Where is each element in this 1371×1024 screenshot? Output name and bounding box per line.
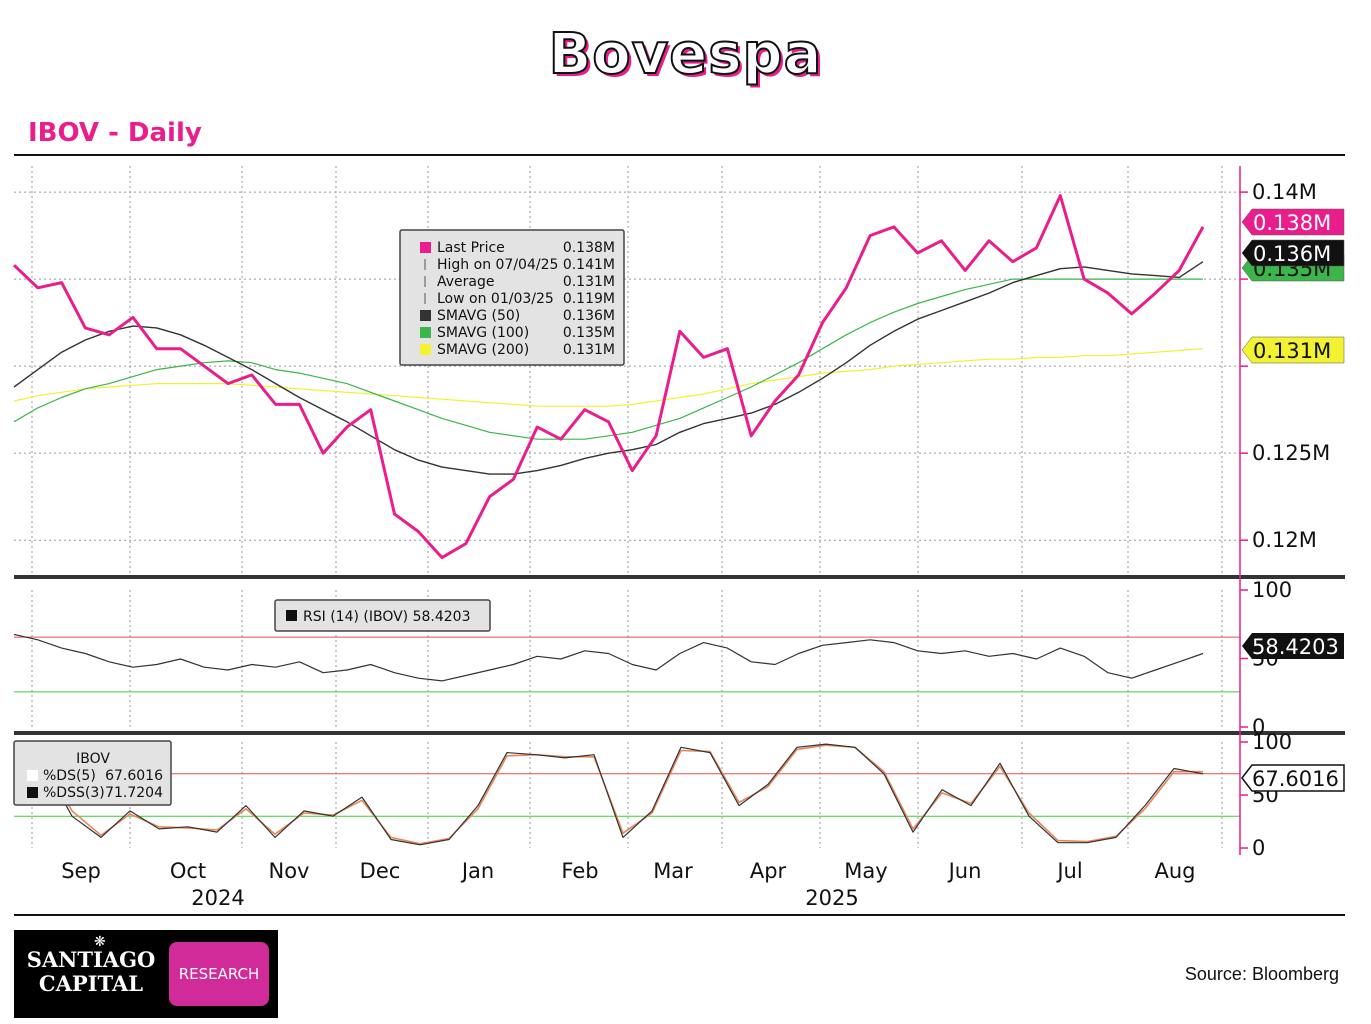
santiago-capital-logo: ❋ SANTIAGO CAPITAL RESEARCH <box>14 930 278 1018</box>
legend-value: 67.6016 <box>105 768 163 784</box>
tag-label: 0.138M <box>1253 211 1331 235</box>
x-tick-label: Apr <box>750 859 787 883</box>
tag-label: 0.131M <box>1253 339 1331 363</box>
stochastic-legend: IBOV%DS(5) 67.6016%DSS(3) 71.7204 <box>13 740 172 806</box>
legend-label: Average <box>437 274 495 290</box>
stochastic-y-tick-label: 0 <box>1252 836 1265 860</box>
tag-sma200: 0.131M <box>1241 336 1345 364</box>
rsi-legend: RSI (14) (IBOV) 58.4203 <box>274 599 491 632</box>
sma50-line <box>13 261 1204 475</box>
tag-shape <box>1241 239 1345 267</box>
stochastic-legend-title: IBOV <box>76 751 110 767</box>
y-tick-label: 0.12M <box>1252 528 1317 552</box>
y-tick-label: 0.125M <box>1252 441 1330 465</box>
tag-shape <box>1241 764 1345 792</box>
legend-value: 0.131M <box>563 342 615 358</box>
rsi-line <box>13 633 1204 682</box>
legend-swatch <box>286 610 297 621</box>
year-label: 2024 <box>191 886 244 910</box>
tag-sma50: 0.136M <box>1241 239 1345 267</box>
legend-swatch <box>27 770 38 781</box>
tag-label: 67.6016 <box>1252 767 1339 791</box>
y-tick-label: 0.14M <box>1252 180 1317 204</box>
tag-shape <box>1242 633 1344 659</box>
legend-label: Low on 01/03/25 <box>437 291 554 307</box>
ds-line <box>13 743 1204 846</box>
panel-separators <box>14 154 1345 916</box>
last-price-line <box>12 194 1205 560</box>
legend-label: SMAVG (50) <box>437 308 520 324</box>
tag-shape <box>1241 336 1345 364</box>
tag-rsi: 58.4203 <box>1242 633 1344 659</box>
x-tick-label: Mar <box>653 859 693 883</box>
legend-value: 0.141M <box>563 257 615 273</box>
legend-swatch <box>420 344 431 355</box>
x-tick-label: Jan <box>460 859 494 883</box>
legend-value: 0.135M <box>563 325 615 341</box>
rsi-legend-label: RSI (14) (IBOV) 58.4203 <box>303 609 471 625</box>
x-tick-label: Aug <box>1154 859 1195 883</box>
year-label: 2025 <box>805 886 858 910</box>
legend-label: SMAVG (100) <box>437 325 529 341</box>
rsi-y-tick-label: 100 <box>1252 578 1292 602</box>
chart-subtitle: IBOV - Daily <box>28 118 202 148</box>
x-tick-label: Dec <box>360 859 401 883</box>
legend-value: 0.131M <box>563 274 615 290</box>
legend-value: 0.138M <box>563 240 615 256</box>
legend-value: 71.7204 <box>105 785 163 801</box>
legend-value: 0.136M <box>563 308 615 324</box>
logo-wordmark: SANTIAGO CAPITAL <box>20 948 162 996</box>
series-layer <box>12 194 1205 846</box>
legend-swatch <box>420 310 431 321</box>
grid-lines <box>14 166 1240 848</box>
x-tick-label: May <box>844 859 887 883</box>
legend-swatch <box>420 242 431 253</box>
legend-swatch <box>27 787 38 798</box>
legend-label: %DSS(3) <box>43 785 105 801</box>
price-legend: Last Price 0.138M High on 07/04/25 0.141M Av… <box>399 229 625 366</box>
rsi-y-tick-label: 0 <box>1252 715 1265 739</box>
tag-last-price: 0.138M <box>1241 208 1345 236</box>
rsi-legend-box <box>274 599 491 632</box>
legends: Last Price 0.138M High on 07/04/25 0.141M Av… <box>13 229 625 806</box>
x-tick-label: Feb <box>561 859 598 883</box>
stochastic-legend-box <box>13 740 172 806</box>
tag-label: 58.4203 <box>1252 635 1339 659</box>
legend-swatch <box>420 327 431 338</box>
tag-stochastic: 67.6016 <box>1241 764 1345 792</box>
stochastic-y-tick-label: 100 <box>1252 730 1292 754</box>
axes: Sep Oct Nov Dec Jan Feb Mar Apr May Jun Jul Aug 2024… <box>61 166 1330 910</box>
x-tick-label: Jul <box>1055 859 1082 883</box>
logo-line-1: SANTIAGO <box>26 947 156 972</box>
legend-label: High on 07/04/25 <box>437 257 558 273</box>
x-tick-label: Jun <box>947 859 982 883</box>
legend-label: %DS(5) <box>43 768 96 784</box>
logo-line-2: CAPITAL <box>38 971 144 996</box>
sma100-line <box>13 278 1203 440</box>
source-note: Source: Bloomberg <box>1184 964 1339 984</box>
legend-value: 0.119M <box>563 291 615 307</box>
legend-label: Last Price <box>437 240 505 256</box>
tag-shape <box>1241 208 1345 236</box>
x-tick-label: Nov <box>269 859 310 883</box>
x-tick-label: Sep <box>61 859 101 883</box>
x-tick-label: Oct <box>170 859 206 883</box>
shell-icon: ❋ <box>94 934 106 950</box>
chart-title: Bovespa <box>548 21 823 88</box>
research-badge: RESEARCH <box>169 942 269 1006</box>
price-legend-box <box>399 229 625 366</box>
tag-label: 0.136M <box>1253 242 1331 266</box>
legend-label: SMAVG (200) <box>437 342 529 358</box>
sma200-line <box>13 348 1204 407</box>
